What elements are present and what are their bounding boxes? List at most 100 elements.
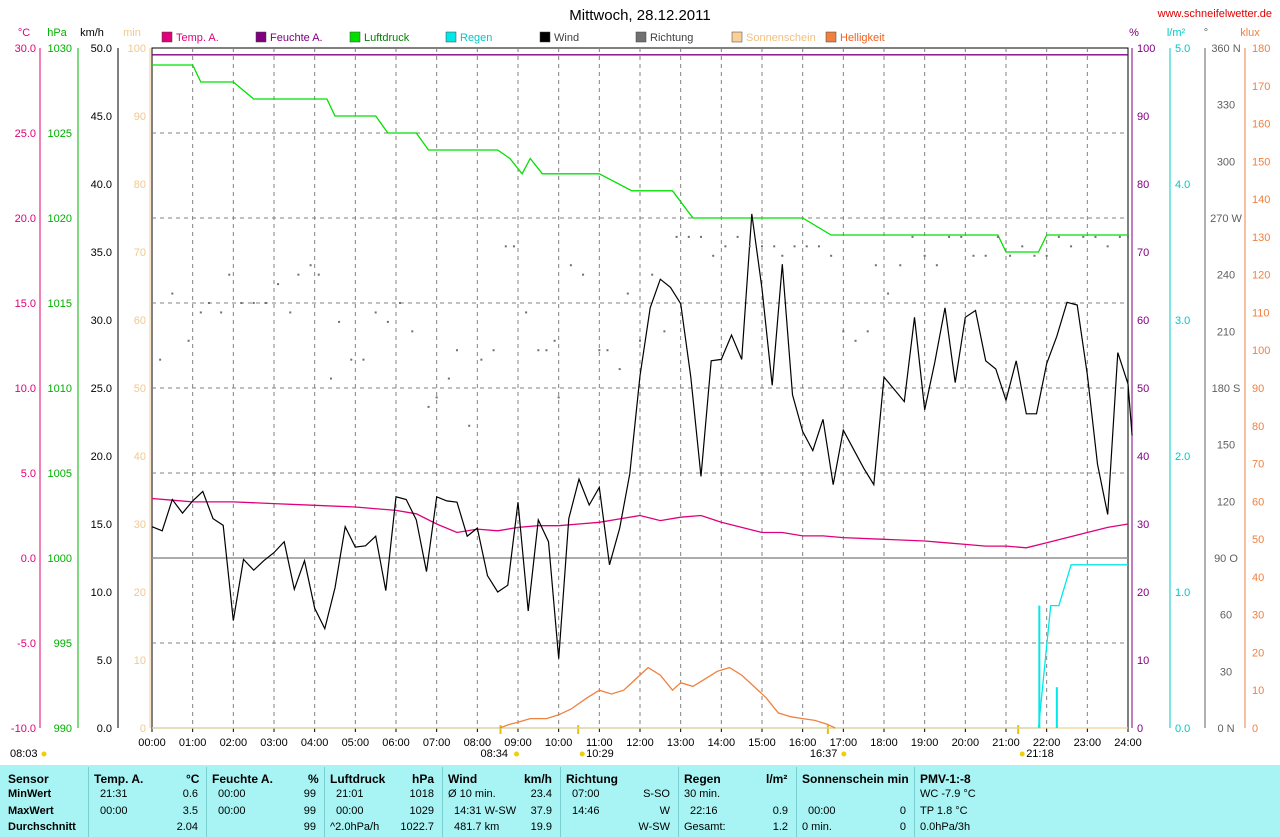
temp-tick-label: 25.0: [15, 128, 36, 140]
row-label-avg: Durchschnitt: [8, 821, 76, 833]
brightness-tick-label: 180: [1252, 43, 1270, 55]
column-divider: [678, 767, 679, 837]
direction-tick-label: 330: [1217, 100, 1235, 112]
min-time: 21:31: [100, 788, 128, 800]
x-tick-label: 24:00: [1114, 737, 1142, 749]
x-tick-label: 15:00: [748, 737, 776, 749]
pressure-tick-label: 1010: [48, 383, 72, 395]
x-tick-label: 16:00: [789, 737, 817, 749]
min-value: 99: [303, 788, 316, 800]
legend-swatch: [161, 31, 173, 43]
direction-point: [675, 235, 678, 238]
brightness-tick-label: 140: [1252, 194, 1270, 206]
temp-tick-label: 30.0: [15, 43, 36, 55]
direction-point: [1009, 254, 1012, 257]
total-value: 1.2: [772, 821, 788, 833]
brightness-tick-label: 120: [1252, 270, 1270, 282]
direction-point: [996, 235, 999, 238]
humidity-tick-label: 70: [1137, 247, 1149, 259]
direction-point: [338, 320, 341, 323]
x-tick-label: 22:00: [1033, 737, 1061, 749]
brightness-tick-label: 70: [1252, 459, 1264, 471]
direction-point: [537, 349, 540, 352]
total-text: 0 min.: [802, 821, 832, 833]
direction-point: [492, 349, 495, 352]
column-header: Sonnenschein min: [802, 772, 909, 786]
legend-swatch: [255, 31, 267, 43]
wind-axis-unit: km/h: [80, 27, 104, 39]
avg-value: 99: [303, 821, 316, 833]
brightness-tick-label: 170: [1252, 81, 1270, 93]
sun-icon: [579, 751, 585, 757]
direction-point: [1118, 235, 1121, 238]
direction-tick-label: 360 N: [1211, 43, 1240, 55]
min-value: 23.4: [530, 788, 552, 800]
min-value: 1018: [409, 788, 434, 800]
direction-point: [228, 273, 231, 276]
direction-tick-label: 210: [1217, 326, 1235, 338]
brightness-tick-label: 50: [1252, 534, 1264, 546]
rain-tick-label: 1.0: [1175, 587, 1190, 599]
sun-tick-label: 10: [134, 655, 146, 667]
direction-point: [553, 339, 556, 342]
direction-tick-label: 120: [1217, 496, 1235, 508]
humidity-tick-label: 0: [1137, 723, 1143, 735]
table-column-rain: Regen l/m² 30 min. 22:16 Gesamt: 0.9 1.2: [684, 765, 794, 837]
direction-point: [854, 339, 857, 342]
direction-point: [1033, 254, 1036, 257]
temp-axis-unit: °C: [18, 27, 30, 39]
column-header: Temp. A.: [94, 772, 144, 786]
direction-point: [480, 358, 483, 361]
table-column-temp: Temp. A. °C 21:31 00:00 0.6 3.5 2.04: [94, 765, 204, 837]
direction-point: [1094, 235, 1097, 238]
direction-point: [187, 339, 190, 342]
wind-tick-label: 0.0: [97, 723, 112, 735]
series-line-wind: [151, 213, 1133, 659]
brightness-tick-label: 10: [1252, 685, 1264, 697]
avg-value: 2.04: [176, 821, 198, 833]
humidity-tick-label: 40: [1137, 451, 1149, 463]
brightness-tick-label: 130: [1252, 232, 1270, 244]
brightness-tick-label: 160: [1252, 119, 1270, 131]
sun-icon: [1019, 751, 1025, 757]
max-time: 14:46: [572, 805, 600, 817]
table-column-wind: Wind km/h Ø 10 min. 14:31 W-SW 481.7 km …: [448, 765, 558, 837]
direction-point: [447, 377, 450, 380]
x-tick-label: 11:00: [586, 737, 613, 749]
direction-point: [297, 273, 300, 276]
wind-tick-label: 25.0: [91, 383, 112, 395]
dawn-label: 08:03: [10, 748, 38, 760]
direction-point: [972, 254, 975, 257]
temp-tick-label: 5.0: [21, 468, 36, 480]
max-value: 0: [899, 805, 906, 817]
direction-tick-label: 30: [1220, 666, 1232, 678]
direction-point: [399, 302, 402, 304]
temp-tick-label: 15.0: [15, 298, 36, 310]
column-unit: °C: [186, 772, 200, 786]
x-tick-label: 12:00: [626, 737, 654, 749]
humidity-tick-label: 20: [1137, 587, 1149, 599]
min-time: Ø 10 min.: [448, 788, 496, 800]
brightness-tick-label: 30: [1252, 610, 1264, 622]
direction-point: [199, 311, 202, 314]
max-value: 1029: [409, 805, 434, 817]
direction-point: [386, 320, 389, 323]
chart-title: Mittwoch, 28.12.2011: [569, 7, 710, 24]
humidity-axis-unit: %: [1129, 27, 1139, 39]
min-value: 0.6: [182, 788, 198, 800]
pressure-tick-label: 1005: [48, 468, 72, 480]
x-tick-label: 19:00: [911, 737, 939, 749]
column-divider: [560, 767, 561, 837]
sun-tick-label: 50: [134, 383, 146, 395]
statistics-table: Sensor MinWert MaxWert Durchschnitt Temp…: [0, 765, 1280, 837]
series-line-helligkeit: [499, 666, 836, 729]
trend-text: ^2.0hPa/h: [330, 821, 380, 833]
direction-point: [899, 264, 902, 267]
sun-icon: [841, 751, 847, 757]
humidity-tick-label: 100: [1137, 43, 1155, 55]
dewpoint-text: TP 1.8 °C: [920, 805, 968, 817]
rain-tick-label: 5.0: [1175, 43, 1190, 55]
column-unit: l/m²: [766, 772, 788, 786]
legend-swatch: [445, 31, 457, 43]
sun-tick-label: 0: [140, 723, 146, 735]
